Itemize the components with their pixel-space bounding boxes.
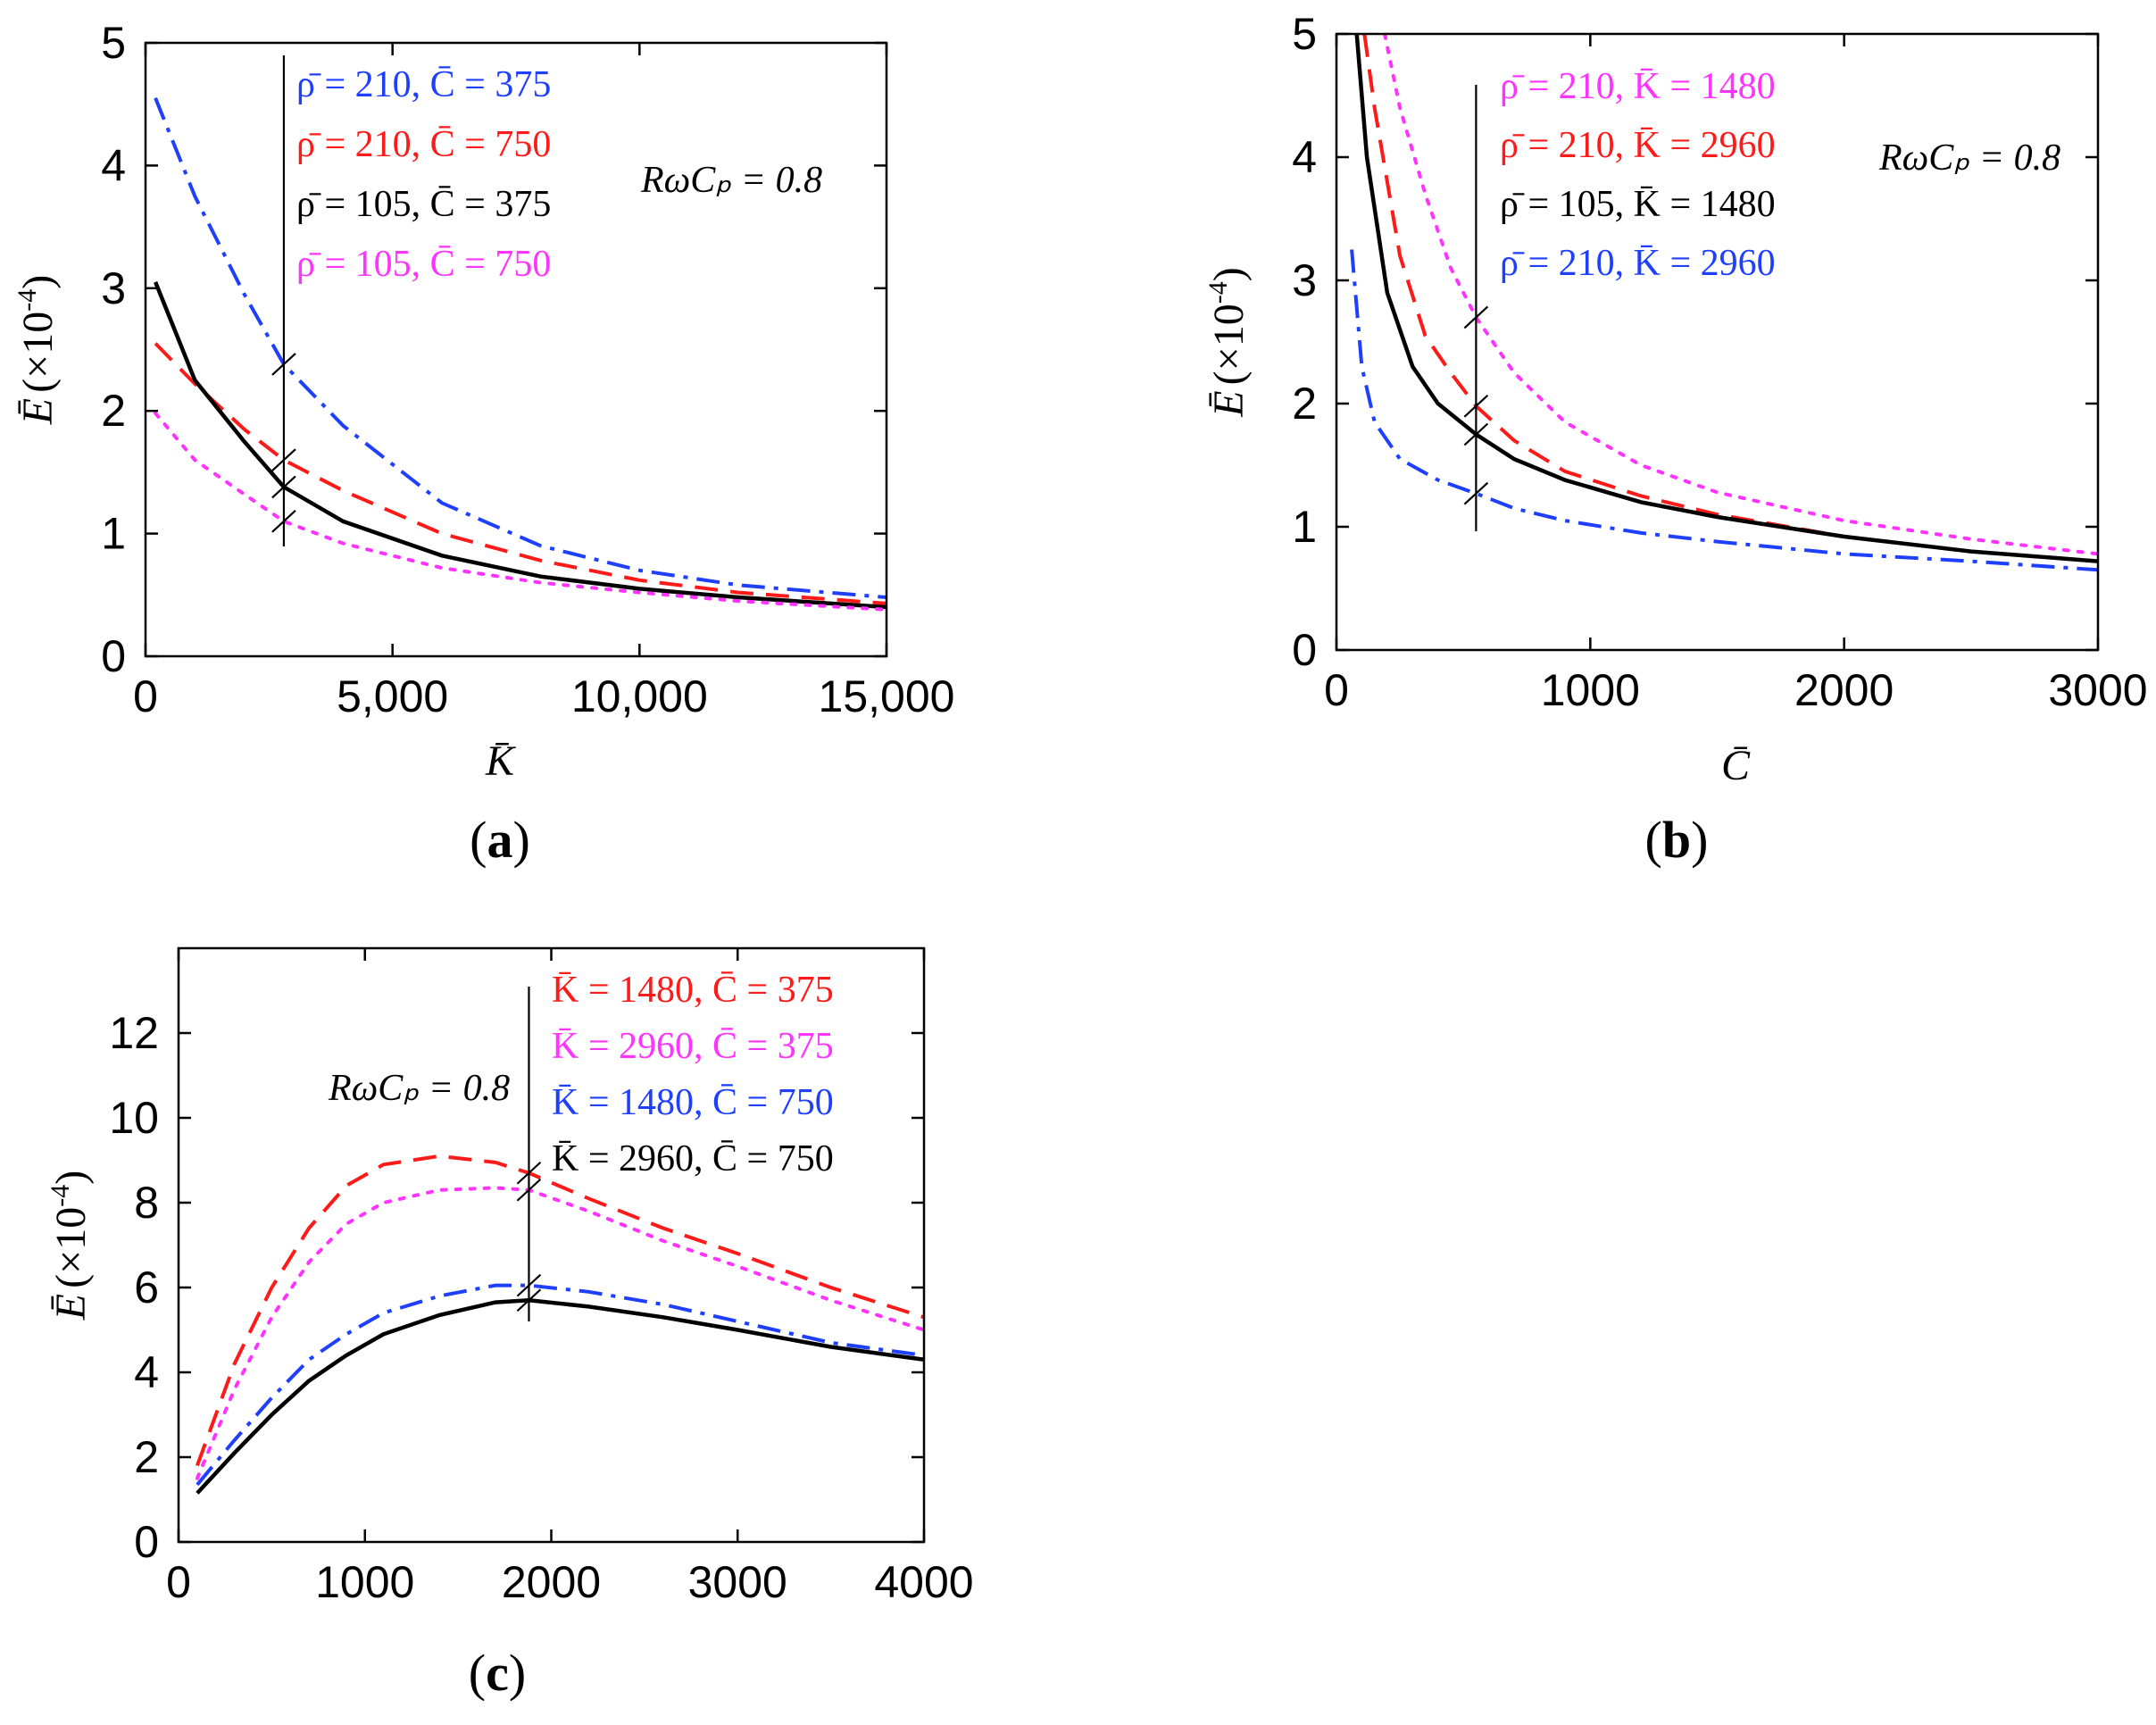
y-tick-label-b-2: 2: [1292, 379, 1317, 429]
x-axis-title-a: K̄: [485, 738, 517, 785]
marker-tick-b-1: [1463, 394, 1489, 418]
x-tick-label-c-4: 4000: [874, 1557, 973, 1607]
annotation-a: RωCₚ = 0.8: [640, 160, 822, 201]
legend-entry-c-1: K̄ = 2960, C̄ = 375: [552, 1026, 834, 1067]
legend-entry-a-1: ρ̄ = 210, C̄ = 750: [296, 124, 551, 165]
series-line-a-0: [154, 97, 887, 599]
y-axis-title-b: Ē(×10-4): [1203, 267, 1253, 417]
panel-a: 0 5,000 10,000 15,000 0 1 2 3 4 5 K̄ Ē(×10-4) ρ̄ = 2…: [12, 18, 954, 869]
marker-tick-a-0: [271, 353, 296, 376]
panel-label-c: (c): [469, 1644, 526, 1702]
y-tick-label-a-5: 5: [101, 18, 126, 68]
y-tick-label-a-3: 3: [101, 263, 126, 313]
series-line-a-3: [154, 411, 887, 612]
series-line-c-0: [196, 1154, 924, 1467]
legend-entry-c-2: K̄ = 1480, C̄ = 750: [552, 1082, 834, 1123]
series-line-c-1: [195, 1186, 924, 1480]
marker-tick-c-0: [516, 1161, 542, 1185]
panel-b: 0 1000 2000 3000 0 1 2 3 4 5 C̄ Ē(×10-4) ρ̄ = 210, K…: [1203, 9, 2148, 869]
legend-entry-c-3: K̄ = 2960, C̄ = 750: [552, 1138, 834, 1179]
y-tick-label-b-4: 4: [1292, 132, 1317, 182]
x-tick-label-b-1: 1000: [1541, 665, 1640, 715]
x-axis-title-b: C̄: [1721, 742, 1751, 789]
y-tick-label-a-0: 0: [101, 631, 126, 681]
y-tick-label-c-6: 12: [109, 1008, 159, 1058]
y-tick-label-c-3: 6: [134, 1262, 159, 1312]
x-tick-label-c-1: 1000: [315, 1557, 414, 1607]
y-tick-label-b-0: 0: [1292, 625, 1317, 675]
x-tick-label-b-0: 0: [1324, 665, 1349, 715]
y-tick-label-a-4: 4: [101, 140, 126, 190]
y-axis-title-c: Ē(×10-4): [46, 1171, 95, 1321]
plot-frame-a: [144, 41, 888, 658]
legend-entry-c-0: K̄ = 1480, C̄ = 375: [552, 970, 834, 1011]
y-tick-label-b-5: 5: [1292, 9, 1317, 59]
marker-tick-b-3: [1463, 481, 1489, 505]
x-tick-label-c-3: 3000: [688, 1557, 787, 1607]
plot-frame-b: [1335, 32, 2100, 652]
y-tick-label-c-5: 10: [109, 1093, 159, 1143]
legend-entry-a-0: ρ̄ = 210, C̄ = 375: [296, 64, 551, 105]
x-tick-label-a-1: 5,000: [337, 671, 448, 721]
marker-tick-a-3: [271, 510, 296, 533]
series-line-a-1: [154, 342, 887, 605]
x-tick-label-b-2: 2000: [1794, 665, 1894, 715]
y-tick-label-a-1: 1: [101, 509, 126, 559]
marker-tick-c-1: [516, 1178, 542, 1202]
legend-entry-a-2: ρ̄ = 105, C̄ = 375: [296, 184, 551, 225]
legend-entry-a-3: ρ̄ = 105, C̄ = 750: [296, 244, 551, 285]
x-tick-label-a-2: 10,000: [571, 671, 708, 721]
legend-entry-b-2: ρ̄ = 105, K̄ = 1480: [1500, 184, 1776, 225]
y-tick-label-b-3: 3: [1292, 255, 1317, 305]
marker-tick-b-0: [1463, 305, 1489, 329]
y-tick-label-c-2: 4: [134, 1347, 159, 1397]
legend-entry-b-3: ρ̄ = 210, K̄ = 2960: [1500, 243, 1776, 284]
y-tick-label-c-4: 8: [134, 1178, 159, 1228]
series-line-b-0: [1383, 34, 2098, 556]
series-line-b-2: [1354, 34, 2098, 563]
x-tick-label-a-3: 15,000: [819, 671, 955, 721]
y-tick-label-c-1: 2: [134, 1432, 159, 1482]
marker-tick-a-2: [271, 475, 296, 499]
series-line-c-3: [196, 1298, 924, 1495]
marker-tick-b-2: [1463, 422, 1489, 446]
y-tick-label-c-0: 0: [134, 1517, 159, 1567]
y-tick-label-b-1: 1: [1292, 502, 1317, 552]
series-line-b-1: [1362, 34, 2098, 563]
marker-tick-c-2: [516, 1273, 542, 1297]
panel-c: 0 1000 2000 3000 4000 0 2 4 6 8 10 12 Ē(×10-4) K̄ = 1…: [46, 946, 974, 1702]
x-tick-label-c-0: 0: [166, 1557, 191, 1607]
annotation-b: RωCₚ = 0.8: [1878, 138, 2060, 179]
x-tick-label-c-2: 2000: [502, 1557, 601, 1607]
annotation-c: RωCₚ = 0.8: [328, 1068, 510, 1109]
marker-tick-a-1: [271, 448, 296, 471]
series-line-b-3: [1350, 249, 2098, 572]
y-tick-label-a-2: 2: [101, 386, 126, 436]
panel-label-a: (a): [470, 811, 530, 869]
x-tick-label-a-0: 0: [133, 671, 158, 721]
series-line-a-2: [154, 281, 887, 610]
marker-tick-c-3: [516, 1288, 542, 1312]
x-tick-label-b-3: 3000: [2048, 665, 2147, 715]
legend-entry-b-1: ρ̄ = 210, K̄ = 2960: [1500, 125, 1776, 166]
y-axis-title-a: Ē(×10-4): [12, 275, 62, 425]
series-line-c-2: [196, 1283, 924, 1487]
legend-entry-b-0: ρ̄ = 210, K̄ = 1480: [1500, 66, 1776, 107]
panel-label-b: (b): [1645, 811, 1709, 869]
